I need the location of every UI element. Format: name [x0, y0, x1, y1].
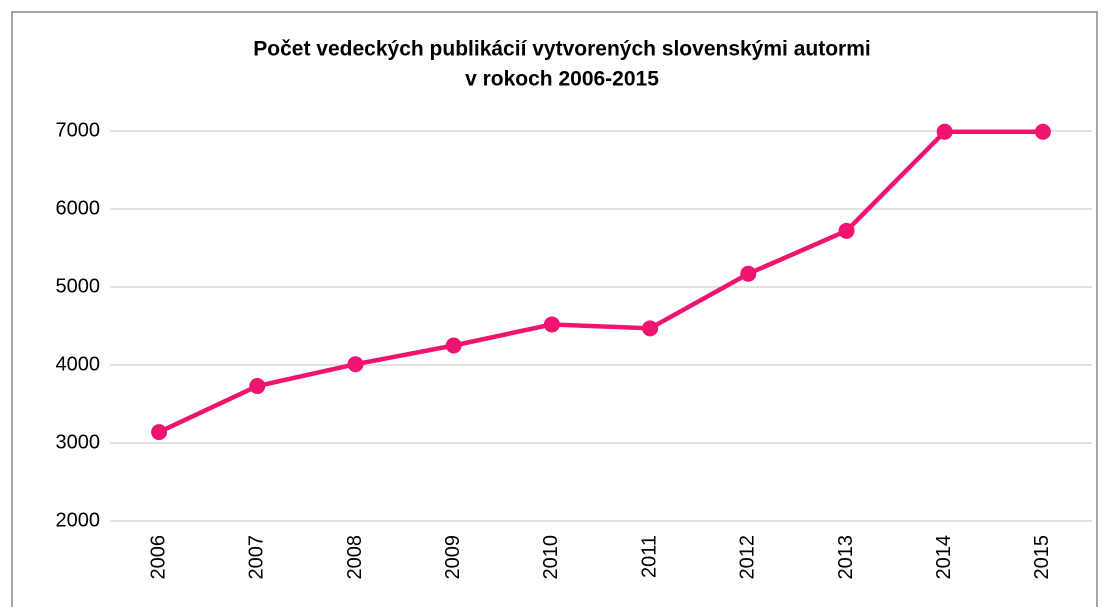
- y-tick-label: 2000: [56, 509, 101, 531]
- x-tick-label: 2015: [1031, 535, 1053, 580]
- y-tick-label: 5000: [56, 275, 101, 297]
- line: [158, 129, 1043, 435]
- y-tick-label: 3000: [56, 431, 101, 453]
- marker: [445, 337, 462, 354]
- y-tick-label: 4000: [56, 353, 101, 375]
- chart-title: Počet vedeckých publikácií vytvorených s…: [253, 38, 870, 61]
- marker: [740, 265, 757, 282]
- marker: [838, 222, 855, 239]
- marker: [1034, 123, 1051, 140]
- marker: [249, 378, 266, 395]
- x-tick-label: 2012: [737, 535, 759, 580]
- chart-frame: [11, 11, 1098, 607]
- x-tick-label: 2008: [344, 535, 366, 580]
- marker: [936, 123, 953, 140]
- x-tick-label: 2010: [540, 535, 562, 580]
- y-tick-label: 7000: [56, 119, 101, 141]
- x-tick-label: 2009: [442, 535, 464, 580]
- x-tick-label: 2014: [933, 535, 955, 580]
- x-tick-label: 2006: [147, 535, 169, 580]
- y-tick-label: 6000: [56, 197, 101, 219]
- chart-title: v rokoch 2006-2015: [465, 68, 659, 91]
- marker: [543, 316, 560, 333]
- marker: [642, 320, 659, 337]
- marker: [347, 356, 364, 373]
- x-tick-label: 2007: [246, 535, 268, 580]
- x-tick-label: 2013: [835, 535, 857, 580]
- marker: [151, 424, 168, 441]
- x-tick-label: 2011: [638, 535, 660, 578]
